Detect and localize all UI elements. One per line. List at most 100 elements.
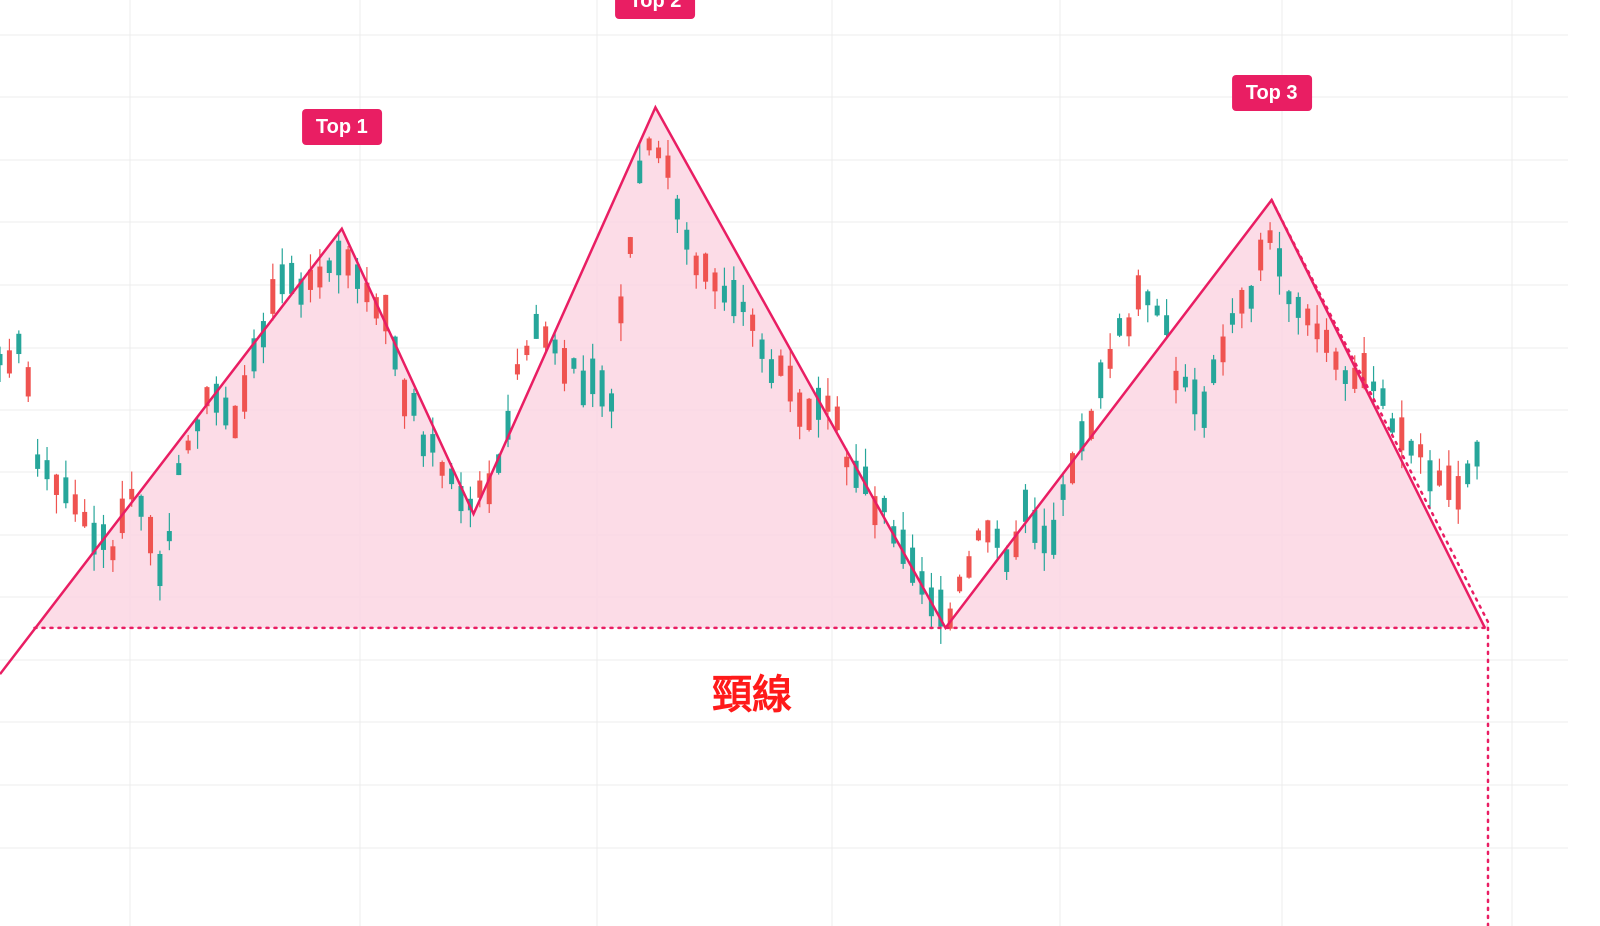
candle-body — [317, 266, 323, 288]
candle-body — [975, 530, 981, 541]
candle-body — [881, 497, 887, 513]
candle-body — [1258, 239, 1264, 271]
candle-body — [402, 379, 408, 417]
candle-body — [910, 547, 916, 583]
candle-body — [1060, 484, 1066, 500]
candle-body — [1098, 362, 1104, 399]
projection-line — [1270, 198, 1490, 624]
candle-body — [129, 488, 135, 500]
candle-body — [1352, 367, 1358, 389]
candle-body — [72, 494, 78, 515]
candle-body — [571, 358, 577, 369]
candle-body — [1455, 476, 1461, 510]
candle-body — [1436, 470, 1442, 486]
candle-body — [458, 486, 464, 512]
candle-body — [872, 496, 878, 526]
candle-body — [1314, 323, 1320, 340]
candle-body — [590, 358, 596, 395]
candle-body — [580, 370, 586, 406]
candle-body — [693, 255, 699, 276]
candle-body — [1276, 248, 1282, 277]
candle-body — [1051, 519, 1057, 555]
candle-body — [985, 520, 991, 543]
candle-body — [703, 253, 709, 282]
candle-body — [1201, 391, 1207, 428]
candle-body — [994, 528, 1000, 548]
candle-body — [251, 338, 257, 372]
candle-body — [533, 313, 539, 339]
candle-body — [1182, 376, 1188, 388]
candle-body — [1474, 441, 1480, 467]
candle-body — [1013, 531, 1019, 558]
candle-body — [947, 608, 953, 629]
candle-body — [204, 387, 210, 407]
candle-body — [176, 463, 182, 476]
candle-body — [1022, 489, 1028, 522]
candle-body — [1295, 296, 1301, 318]
candle-body — [336, 240, 342, 276]
candle-body — [195, 419, 201, 432]
candle-body — [1399, 417, 1405, 451]
candle-body — [552, 339, 558, 354]
candle-body — [561, 348, 567, 384]
candle-body — [420, 434, 426, 457]
candle-body — [1041, 525, 1047, 554]
candle-body — [750, 314, 756, 331]
candle-body — [298, 278, 304, 305]
candle-body — [100, 524, 106, 550]
candle-body — [439, 462, 445, 476]
candle-body — [1286, 291, 1292, 305]
candle-body — [740, 301, 746, 313]
candle-body — [900, 529, 906, 564]
candle-body — [326, 260, 332, 273]
candle-body — [232, 405, 238, 439]
candle-body — [1408, 440, 1414, 456]
candle-body — [53, 474, 59, 495]
candle-body — [138, 495, 144, 517]
candle-body — [496, 454, 502, 473]
candle-body — [1145, 291, 1151, 306]
candle-body — [825, 395, 831, 412]
candle-body — [966, 556, 972, 578]
candle-body — [1324, 329, 1330, 353]
top-label-2: Top 2 — [615, 0, 696, 19]
candle-body — [157, 554, 163, 587]
candle-body — [1135, 275, 1141, 310]
candle-body — [637, 160, 643, 184]
candle-body — [731, 279, 737, 317]
candle-body — [185, 440, 191, 451]
candle-body — [543, 326, 549, 348]
candle-body — [1070, 453, 1076, 484]
candle-body — [1211, 359, 1217, 384]
pattern-fill-area — [34, 107, 1489, 628]
candle-body — [1173, 370, 1179, 391]
candle-body — [1154, 305, 1160, 316]
candle-body — [279, 264, 285, 295]
candle-body — [806, 398, 812, 430]
candle-body — [1389, 418, 1395, 433]
candle-body — [0, 353, 3, 366]
candle-body — [1192, 379, 1198, 415]
candle-body — [656, 147, 662, 159]
candle-body — [242, 375, 248, 412]
candle-body — [938, 589, 944, 627]
candle-body — [759, 339, 765, 359]
candle-body — [411, 392, 417, 416]
candle-body — [834, 406, 840, 431]
candle-body — [1380, 388, 1386, 406]
candle-body — [957, 576, 963, 592]
top-label-3: Top 3 — [1231, 75, 1312, 112]
candle-body — [373, 297, 379, 319]
candle-body — [1004, 549, 1010, 572]
candle-body — [430, 434, 436, 453]
neckline-label: 頸線 — [712, 672, 792, 718]
candle-body — [91, 522, 97, 555]
candle-body — [1418, 444, 1424, 458]
candle-body — [646, 138, 652, 151]
candle-body — [721, 285, 727, 303]
candle-body — [853, 460, 859, 488]
candle-body — [1305, 308, 1311, 326]
candle-body — [599, 370, 605, 407]
